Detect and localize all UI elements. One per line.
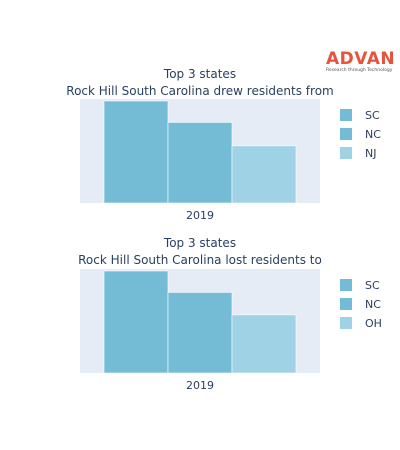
chart2-bar-sc[interactable] xyxy=(103,270,169,374)
chart1-legend-swatch-sc[interactable] xyxy=(340,109,352,121)
chart2-legend-label-oh[interactable]: OH xyxy=(365,317,382,330)
chart1-bar-sc[interactable] xyxy=(103,100,169,204)
chart1-title: Top 3 states Rock Hill South Carolina dr… xyxy=(0,66,400,100)
logo-wordmark: ADVAN xyxy=(326,49,396,69)
chart1-legend-swatch-nc[interactable] xyxy=(340,128,352,140)
chart2-bar-nc[interactable] xyxy=(167,292,233,374)
chart1-bar-nj[interactable] xyxy=(231,145,297,204)
chart2-legend-swatch-nc[interactable] xyxy=(340,298,352,310)
chart2-legend-label-sc[interactable]: SC xyxy=(365,279,380,292)
chart1-legend-label-nj[interactable]: NJ xyxy=(365,147,376,160)
chart2-title: Top 3 states Rock Hill South Carolina lo… xyxy=(0,235,400,269)
logo-tagline: Research through Technology xyxy=(326,68,393,73)
chart2-bar-oh[interactable] xyxy=(231,314,297,374)
chart2-plot: SC NC OH 2019 xyxy=(80,269,382,392)
chart1-x-tick-label: 2019 xyxy=(186,209,214,222)
chart1-title-line1: Top 3 states xyxy=(163,67,237,81)
chart1-title-line2: Rock Hill South Carolina drew residents … xyxy=(66,84,334,98)
chart1-plot: SC NC NJ 2019 xyxy=(80,99,381,222)
chart1-legend-swatch-nj[interactable] xyxy=(340,147,352,159)
chart1-legend-label-nc[interactable]: NC xyxy=(365,128,381,141)
chart2-legend-label-nc[interactable]: NC xyxy=(365,298,381,311)
chart2-legend-swatch-sc[interactable] xyxy=(340,279,352,291)
chart2-title-line1: Top 3 states xyxy=(163,236,237,250)
chart2-legend-swatch-oh[interactable] xyxy=(340,317,352,329)
chart2-title-line2: Rock Hill South Carolina lost residents … xyxy=(78,253,322,267)
chart2-x-tick-label: 2019 xyxy=(186,379,214,392)
advan-logo: ADVAN Research through Technology xyxy=(326,50,396,74)
chart1-bar-nc[interactable] xyxy=(167,122,233,204)
chart1-legend-label-sc[interactable]: SC xyxy=(365,109,380,122)
